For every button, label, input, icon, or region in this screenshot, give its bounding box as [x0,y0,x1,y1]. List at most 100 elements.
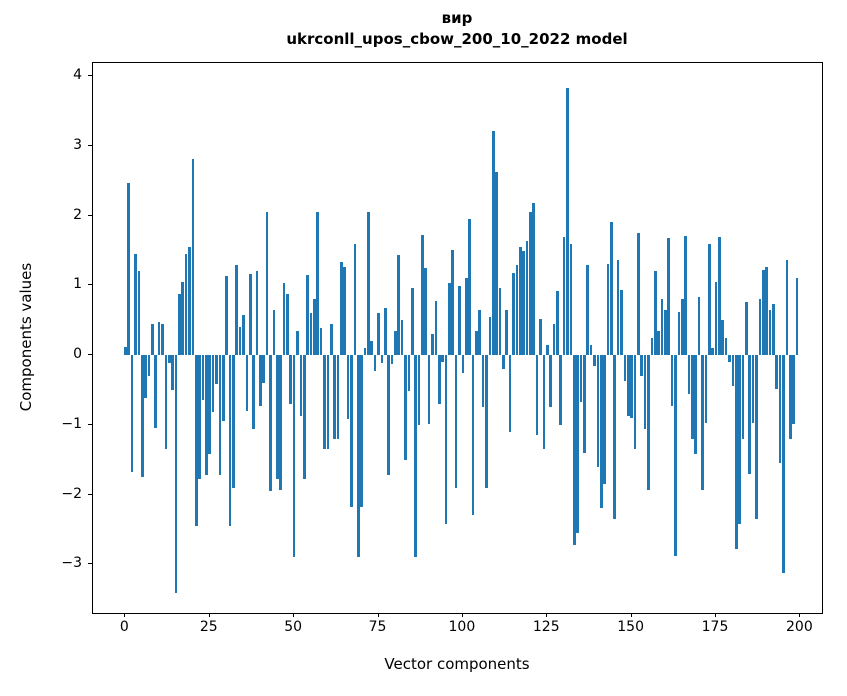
bar [279,355,282,491]
bar [464,277,468,356]
bar [208,355,212,455]
bar [670,355,674,406]
bar [502,355,505,370]
bar [174,355,178,594]
bar [343,267,347,356]
x-tick-label: 100 [448,619,476,635]
bar [515,265,519,356]
y-tick-label: 4 [73,67,82,84]
bar [407,355,411,391]
x-tick-label: 175 [701,619,729,635]
bar [782,355,785,573]
bar [677,311,681,356]
bar [360,355,363,508]
bar [505,309,509,356]
bar [275,355,279,480]
bar [640,355,644,376]
bar [417,355,421,425]
y-tick-label: −3 [61,555,82,572]
bar [333,355,336,439]
bar [518,247,522,356]
bar [630,355,633,418]
bar [572,355,576,545]
bar [539,318,542,356]
bar [734,355,738,549]
figure-title: вир ukrconll_upos_cbow_200_10_2022 model [92,8,822,50]
y-tick-label: −2 [61,485,82,502]
bar [272,309,276,356]
bar [124,346,127,356]
bar [697,296,701,356]
bar [475,330,478,356]
bar [427,355,431,425]
bar [792,355,795,425]
bar [606,264,610,356]
bar [775,355,779,390]
bar [181,281,185,356]
bar [228,355,232,526]
bar [289,355,293,404]
bar [235,265,239,356]
bar [394,330,397,356]
bar [319,327,323,356]
bar [610,221,613,356]
bar [751,355,755,423]
bar [741,355,745,439]
bar [221,355,225,422]
bar [711,348,714,356]
bar [522,250,525,356]
bar [724,338,728,356]
bar [714,281,718,356]
bar [215,355,218,385]
bar [488,316,492,356]
figure-title-line2: ukrconll_upos_cbow_200_10_2022 model [286,30,628,48]
bar [437,355,441,404]
bar [130,355,134,473]
bar [512,272,515,356]
bar [778,355,782,464]
bar [576,355,579,533]
bar [373,355,377,372]
bar [184,254,188,356]
bar [491,130,495,356]
bar [232,355,235,488]
bar [255,270,259,356]
bar [680,298,684,356]
bar [613,355,617,519]
bar [127,182,131,356]
bar [718,236,721,356]
bar [731,355,735,386]
bar [144,355,147,399]
bar [684,235,687,356]
bar [687,355,691,395]
bar [758,299,762,356]
y-tick-mark [88,563,92,565]
bar [623,355,627,381]
bar [454,355,458,488]
bar [225,276,228,356]
bar [326,355,330,450]
bar [309,313,313,356]
bar [188,247,191,356]
bar [383,307,387,356]
bar [535,355,539,436]
bar [299,355,303,416]
bar [559,355,563,426]
bar [340,261,343,356]
bar [620,289,623,356]
bar [306,274,309,356]
x-tick-mark [546,613,548,617]
bar [643,355,647,429]
y-tick-label: 3 [73,136,82,153]
bar [198,355,201,480]
bar [691,355,694,439]
bar [313,299,316,356]
bar [400,320,404,356]
bar [329,324,333,356]
bar [458,286,461,356]
bar [569,243,573,356]
bar [694,355,698,455]
bar [593,355,596,366]
bar [178,293,181,356]
x-tick-mark [124,613,126,617]
